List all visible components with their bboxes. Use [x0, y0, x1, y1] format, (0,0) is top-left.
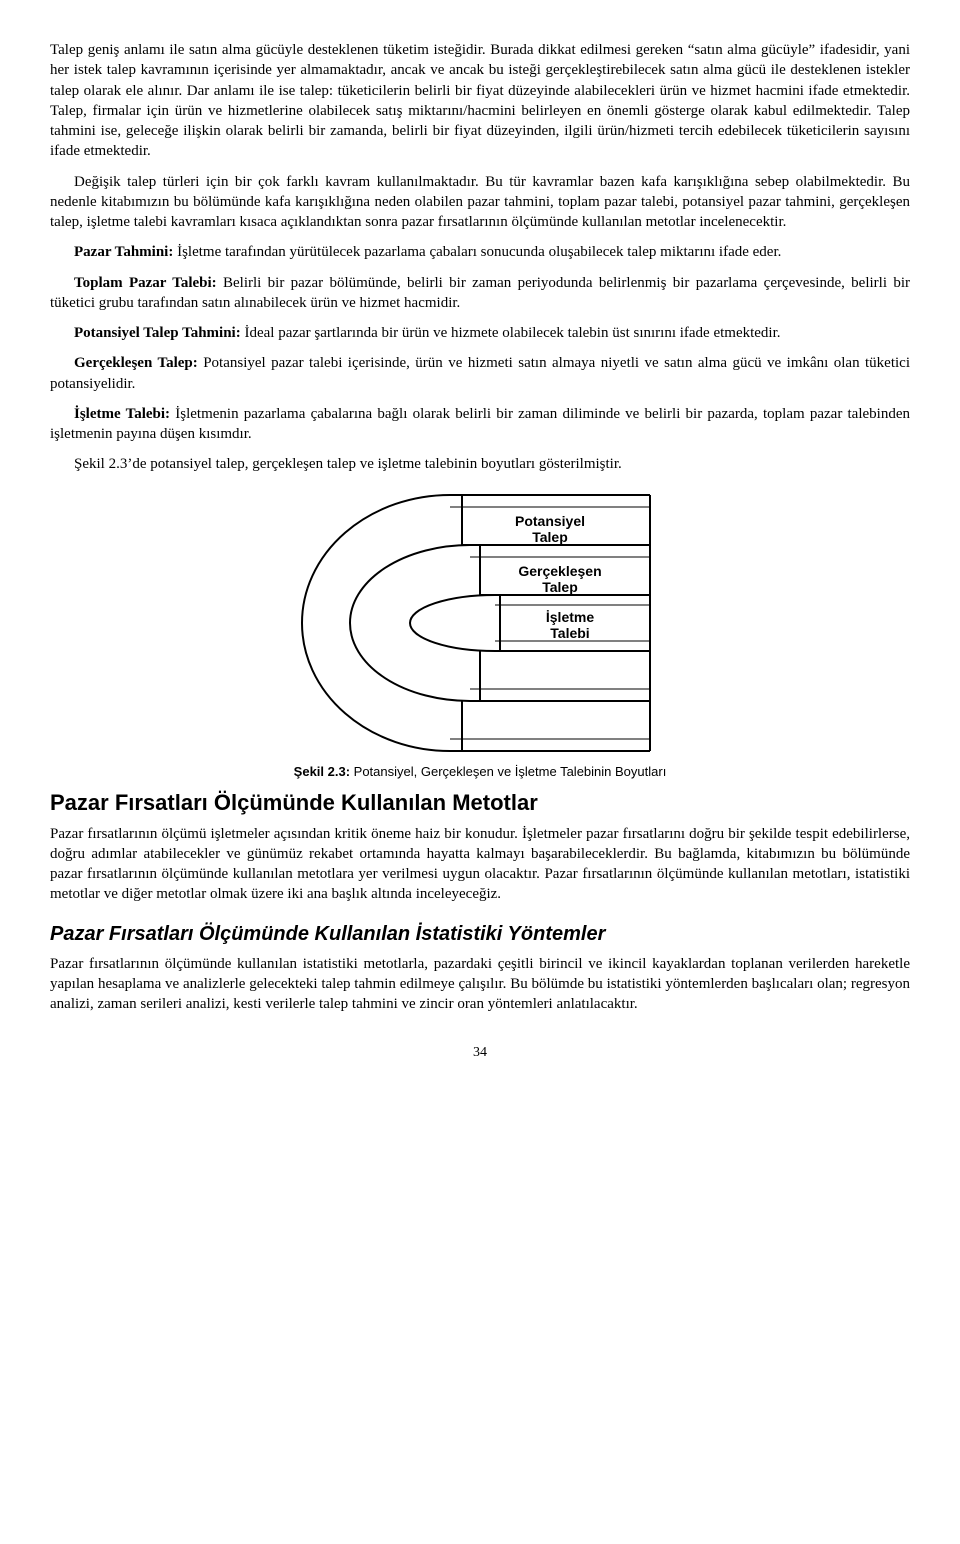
label-gerceklesen-text: GerçekleşenTalep: [518, 563, 601, 595]
paragraph-degisik: Değişik talep türleri için bir çok farkl…: [50, 172, 910, 233]
caption-rest: Potansiyel, Gerçekleşen ve İşletme Taleb…: [350, 764, 666, 779]
heading-metotlar: Pazar Fırsatları Ölçümünde Kullanılan Me…: [50, 788, 910, 818]
label-isletme: İşletmeTalebi: [500, 609, 640, 641]
para-toplam-talebi: Toplam Pazar Talebi: Belirli bir pazar b…: [50, 273, 910, 314]
label-gerceklesen: GerçekleşenTalep: [490, 563, 630, 595]
para-potansiyel-tahmini: Potansiyel Talep Tahmini: İdeal pazar şa…: [50, 323, 910, 343]
para-pazar-tahmini: Pazar Tahmini: İşletme tarafından yürütü…: [50, 242, 910, 262]
paragraph-talep: Talep geniş anlamı ile satın alma gücüyl…: [50, 40, 910, 162]
para-isletme-talebi: İşletme Talebi: İşletmenin pazarlama çab…: [50, 404, 910, 445]
term-toplam-talebi: Toplam Pazar Talebi:: [74, 275, 217, 291]
caption-lead: Şekil 2.3:: [294, 764, 350, 779]
para-gerceklesen-talep: Gerçekleşen Talep: Potansiyel pazar tale…: [50, 353, 910, 394]
para-metotlar: Pazar fırsatlarının ölçümü işletmeler aç…: [50, 824, 910, 905]
term-potansiyel-tahmini: Potansiyel Talep Tahmini:: [74, 325, 241, 341]
term-isletme-talebi: İşletme Talebi:: [74, 406, 170, 422]
label-isletme-text: İşletmeTalebi: [546, 609, 594, 641]
label-potansiyel: PotansiyelTalep: [480, 513, 620, 545]
def-isletme-talebi: İşletmenin pazarlama çabalarına bağlı ol…: [50, 406, 910, 442]
def-potansiyel-tahmini: İdeal pazar şartlarında bir ürün ve hizm…: [241, 325, 781, 341]
page-number: 34: [50, 1044, 910, 1063]
term-gerceklesen-talep: Gerçekleşen Talep:: [74, 355, 198, 371]
diagram-label-overlay: PotansiyelTalep GerçekleşenTalep İşletme…: [300, 493, 660, 753]
heading-istatistiki: Pazar Fırsatları Ölçümünde Kullanılan İs…: [50, 921, 910, 948]
para-istatistiki: Pazar fırsatlarının ölçümünde kullanılan…: [50, 954, 910, 1015]
figure-caption: Şekil 2.3: Potansiyel, Gerçekleşen ve İş…: [50, 763, 910, 781]
para-sekil-intro: Şekil 2.3’de potansiyel talep, gerçekleş…: [50, 454, 910, 474]
label-potansiyel-text: PotansiyelTalep: [515, 513, 585, 545]
term-pazar-tahmini: Pazar Tahmini:: [74, 244, 173, 260]
def-pazar-tahmini: İşletme tarafından yürütülecek pazarlama…: [173, 244, 781, 260]
